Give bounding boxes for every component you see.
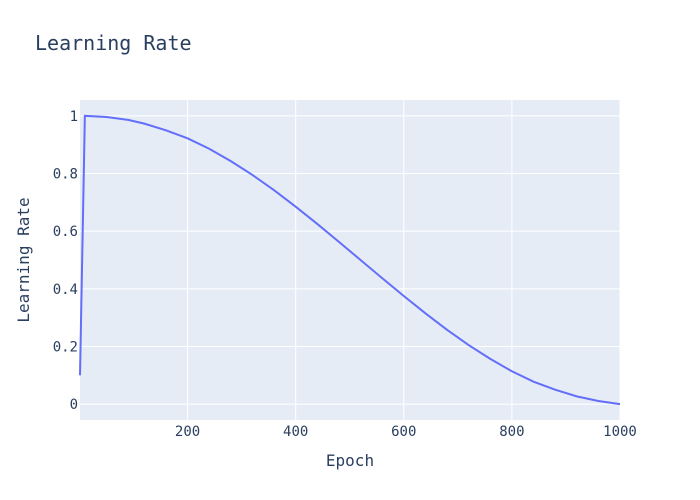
y-tick-label: 0.8 (53, 167, 78, 183)
x-tick-label: 800 (499, 424, 524, 440)
y-axis-ticks: 0 0.2 0.4 0.6 0.8 1 (53, 109, 78, 413)
x-tick-label: 200 (175, 424, 200, 440)
y-tick-label: 0.2 (53, 339, 78, 355)
x-tick-label: 600 (391, 424, 416, 440)
y-tick-label: 0 (70, 397, 78, 413)
x-axis-ticks: 200 400 600 800 1000 (175, 424, 637, 440)
x-tick-label: 1000 (603, 424, 637, 440)
y-tick-label: 0.6 (53, 224, 78, 240)
x-axis-title: Epoch (326, 451, 374, 470)
y-axis-title: Learning Rate (14, 197, 33, 322)
y-tick-label: 0.4 (53, 282, 78, 298)
y-tick-label: 1 (70, 109, 78, 125)
plot-area (80, 100, 620, 420)
x-tick-label: 400 (283, 424, 308, 440)
grid-lines (80, 100, 621, 420)
chart-title: Learning Rate (35, 31, 192, 55)
series-line-learning-rate (79, 114, 621, 406)
